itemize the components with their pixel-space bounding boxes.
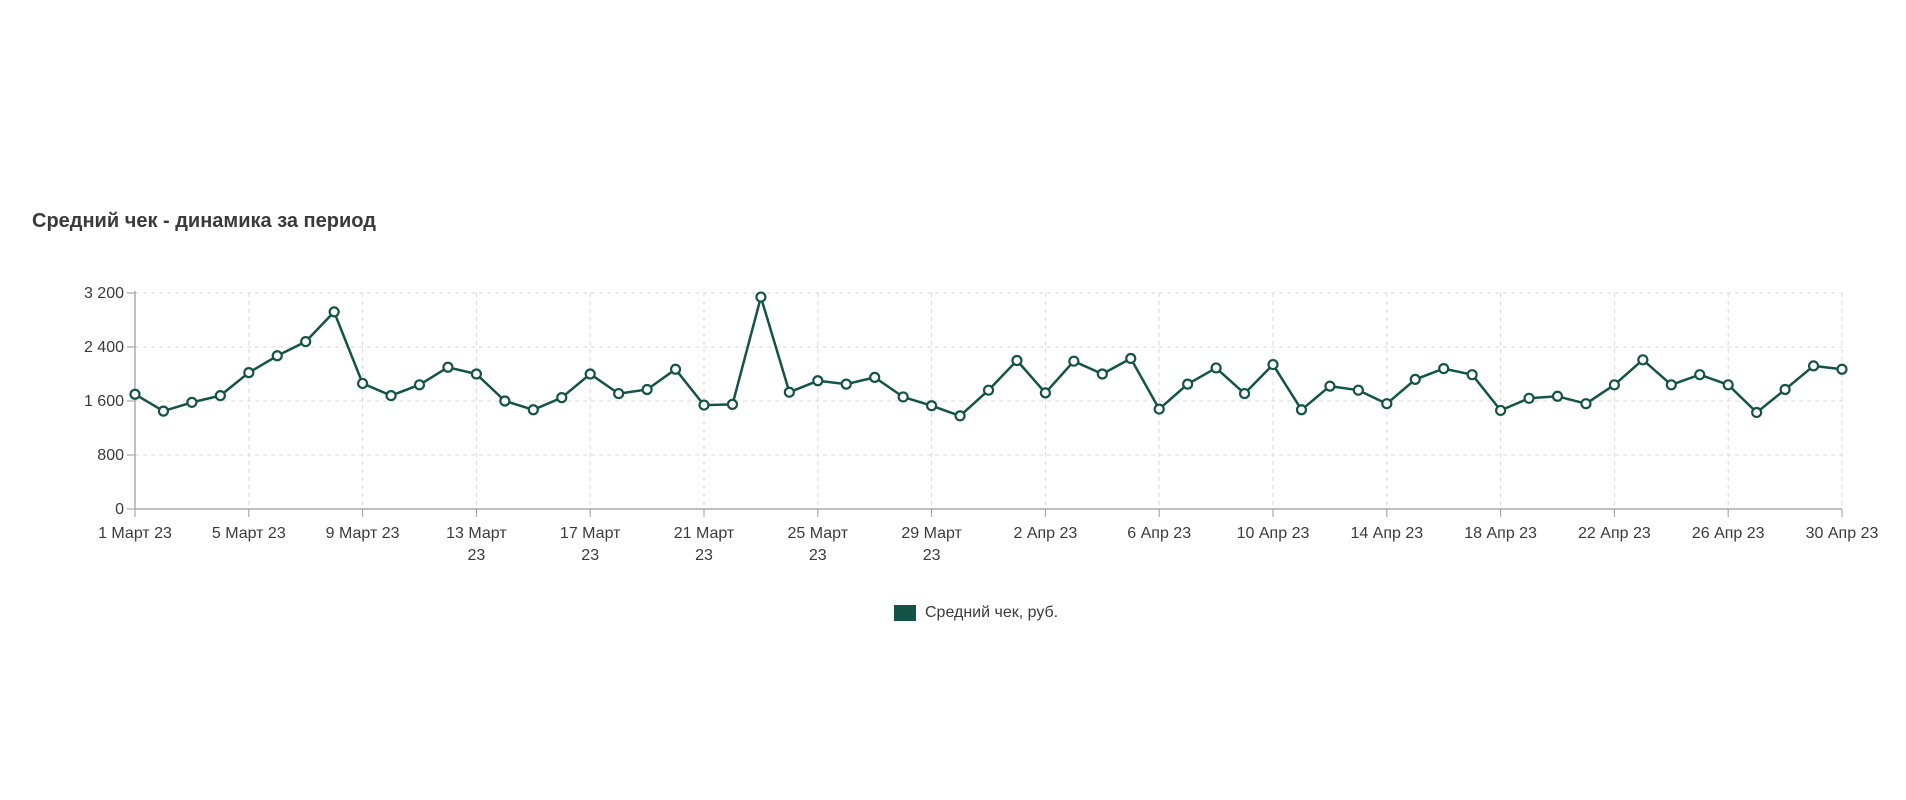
data-point: [499, 395, 511, 407]
x-tick-label: 25 Март: [788, 525, 849, 542]
data-point: [1125, 352, 1137, 365]
data-point: [243, 367, 255, 379]
data-point: [1836, 363, 1848, 375]
data-point: [613, 387, 625, 400]
x-tick-label: 23: [809, 547, 827, 564]
data-point: [1637, 354, 1649, 366]
y-tick-label: 0: [115, 501, 124, 518]
data-point: [1409, 373, 1421, 385]
data-point: [1153, 403, 1165, 415]
data-point: [698, 399, 710, 411]
x-tick-label: 22 Апр 23: [1578, 525, 1651, 542]
data-point: [954, 410, 966, 422]
data-point: [271, 350, 283, 362]
data-point: [385, 390, 397, 402]
data-point: [214, 390, 226, 402]
y-tick-label: 1 600: [84, 393, 124, 410]
data-point: [1494, 404, 1507, 417]
x-tick-label: 23: [923, 547, 941, 564]
data-point: [1694, 369, 1706, 381]
x-tick-label: 1 Март 23: [98, 525, 172, 542]
data-point: [1466, 369, 1478, 381]
data-point: [925, 400, 938, 412]
data-point: [328, 306, 340, 318]
x-tick-label: 18 Апр 23: [1464, 525, 1537, 542]
y-tick-label: 800: [97, 447, 124, 464]
data-point: [1381, 398, 1393, 410]
data-point: [726, 398, 739, 410]
x-tick-label: 13 Март: [446, 525, 507, 542]
data-point: [982, 384, 995, 396]
data-point: [1352, 384, 1364, 396]
x-tick-label: 23: [468, 547, 486, 564]
data-point: [1210, 362, 1222, 374]
x-tick-label: 10 Апр 23: [1237, 525, 1310, 542]
data-point: [1438, 363, 1450, 375]
data-point: [129, 388, 141, 400]
legend: Средний чек, руб.: [894, 604, 1058, 622]
data-point: [1779, 383, 1791, 396]
data-point: [1039, 387, 1052, 399]
x-tick-label: 21 Март: [674, 525, 735, 542]
series-layer: [129, 291, 1848, 422]
x-tick-label: 14 Апр 23: [1350, 525, 1423, 542]
data-point: [783, 386, 795, 398]
data-point: [1608, 379, 1621, 391]
data-point: [556, 392, 568, 404]
data-point: [641, 383, 653, 396]
data-point: [300, 336, 312, 348]
data-point: [442, 361, 454, 373]
x-tick-label: 29 Март: [901, 525, 962, 542]
data-point: [527, 404, 539, 416]
x-tick-label: 26 Апр 23: [1692, 525, 1765, 542]
data-point: [840, 378, 852, 390]
data-point: [897, 391, 909, 403]
chart-title: Средний чек - динамика за период: [32, 210, 376, 232]
x-tick-label: 17 Март: [560, 525, 621, 542]
data-point: [1295, 404, 1308, 416]
data-point: [357, 377, 369, 390]
data-point: [1551, 390, 1564, 402]
data-point: [1068, 355, 1080, 367]
data-point: [1751, 406, 1763, 419]
data-point: [1238, 387, 1251, 400]
x-tick-label: 9 Март 23: [326, 525, 400, 542]
data-point: [1807, 360, 1820, 372]
data-point: [1267, 358, 1279, 371]
data-point: [584, 368, 596, 380]
x-tick-label: 6 Апр 23: [1127, 525, 1191, 542]
x-tick-label: 23: [581, 547, 599, 564]
y-tick-label: 2 400: [84, 339, 124, 356]
data-point: [1096, 368, 1108, 380]
data-point: [413, 379, 426, 391]
data-point: [755, 291, 767, 303]
axis-layer: 0 800 1 600 2 400 3 200 1 Март 23 5 Март 23 9 М…: [84, 285, 1879, 564]
x-tick-label: 5 Март 23: [212, 525, 286, 542]
x-tick-label: 30 Апр 23: [1806, 525, 1879, 542]
data-point: [869, 371, 881, 383]
data-point: [1580, 398, 1592, 410]
data-point: [812, 375, 824, 387]
data-point: [186, 396, 198, 408]
data-point: [470, 368, 482, 380]
x-tick-label: 2 Апр 23: [1013, 525, 1077, 542]
data-point: [1182, 378, 1194, 390]
x-tick-label: 23: [695, 547, 713, 564]
data-point: [669, 363, 682, 375]
y-tick-label: 3 200: [84, 285, 124, 302]
data-point: [1523, 392, 1535, 404]
data-point: [1722, 379, 1734, 391]
data-point: [157, 405, 170, 417]
data-point: [1011, 354, 1023, 367]
legend-label: Средний чек, руб.: [925, 604, 1059, 621]
grid-layer: [134, 292, 1843, 509]
data-point: [1665, 379, 1677, 391]
data-point: [1324, 380, 1336, 392]
legend-swatch: [894, 605, 916, 621]
